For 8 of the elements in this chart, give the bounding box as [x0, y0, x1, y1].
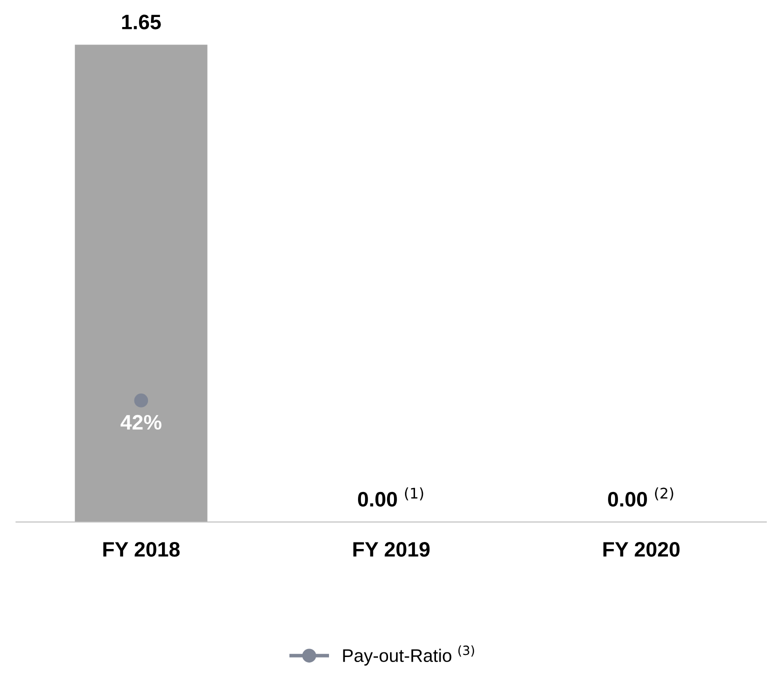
- data-label: 0.00 $^{(2)}$: [608, 487, 674, 507]
- data-label: 0.00 $^{(1)}$: [358, 487, 424, 507]
- data-label: 42%: [120, 414, 162, 430]
- x-tick-label: FY 2018: [103, 542, 180, 557]
- legend-label: Pay-out-Ratio $^{(3)}$: [343, 645, 474, 666]
- x-tick-label: FY 2019: [353, 542, 430, 557]
- x-tick-label: FY 2020: [603, 542, 680, 557]
- data-label: 1.65: [122, 14, 161, 30]
